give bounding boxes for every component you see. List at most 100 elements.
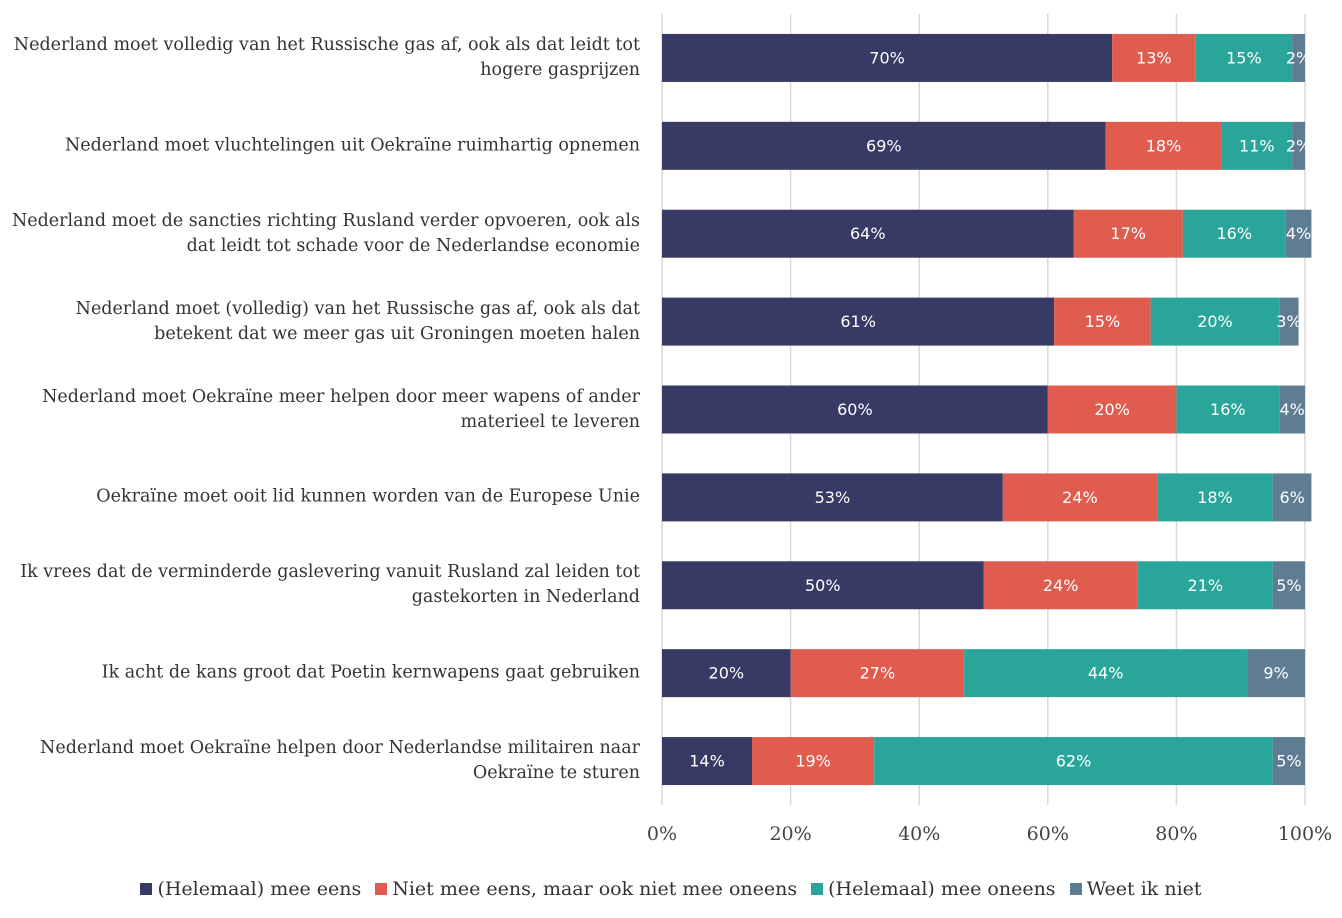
category-label: Nederland moet Oekraïne meer helpen door… <box>42 386 640 432</box>
data-label: 69% <box>866 136 902 155</box>
legend: (Helemaal) mee eens Niet mee eens, maar o… <box>0 878 1342 900</box>
bar-segment <box>1150 297 1280 346</box>
bar-segment <box>1182 209 1286 258</box>
data-label: 18% <box>1146 136 1182 155</box>
legend-label: (Helemaal) mee eens <box>157 878 362 900</box>
legend-label: Weet ik niet <box>1086 878 1202 900</box>
category-label: Nederland moet de sancties richting Rusl… <box>11 210 640 256</box>
data-label: 20% <box>1094 400 1130 419</box>
bar-segment <box>1272 561 1305 610</box>
category-label: Nederland moet volledig van het Russisch… <box>13 34 640 80</box>
data-label: 70% <box>869 48 905 67</box>
bar-segment <box>662 297 1055 346</box>
data-label: 13% <box>1136 48 1172 67</box>
data-label: 16% <box>1210 400 1246 419</box>
data-label: 11% <box>1239 136 1275 155</box>
data-label: 14% <box>689 752 725 771</box>
bar-segment <box>1176 385 1280 434</box>
bar-segment <box>1292 33 1305 82</box>
data-label: 2% <box>1286 48 1311 67</box>
data-label: 19% <box>795 752 831 771</box>
bar-segment <box>1272 473 1312 522</box>
x-tick-label: 20% <box>769 823 811 845</box>
data-label: 50% <box>805 576 841 595</box>
data-label: 5% <box>1276 752 1301 771</box>
data-label: 3% <box>1276 312 1301 331</box>
data-label: 24% <box>1062 488 1098 507</box>
data-label: 20% <box>1197 312 1233 331</box>
bar-segment <box>1112 33 1196 82</box>
bar-segment <box>662 33 1113 82</box>
data-label: 2% <box>1286 136 1311 155</box>
bar-segment <box>1292 121 1305 170</box>
data-label: 60% <box>837 400 873 419</box>
bar-segment <box>662 649 791 698</box>
data-label: 9% <box>1263 664 1288 683</box>
bar-segment <box>662 737 753 786</box>
x-tick-label: 0% <box>647 823 677 845</box>
data-label: 24% <box>1043 576 1079 595</box>
bar-segment <box>1272 737 1305 786</box>
data-label: 17% <box>1110 224 1146 243</box>
data-label: 27% <box>860 664 896 683</box>
bar-segment <box>1279 385 1305 434</box>
legend-swatch <box>1069 883 1082 895</box>
bar-segment <box>662 209 1074 258</box>
bar-segment <box>662 473 1003 522</box>
data-label: 53% <box>815 488 851 507</box>
x-tick-label: 100% <box>1278 823 1332 845</box>
data-label: 4% <box>1286 224 1311 243</box>
data-label: 5% <box>1276 576 1301 595</box>
data-label: 16% <box>1216 224 1252 243</box>
x-tick-label: 60% <box>1027 823 1069 845</box>
data-label: 61% <box>840 312 876 331</box>
bar-segment <box>1221 121 1293 170</box>
bar-segment <box>662 121 1106 170</box>
bar-segment <box>1073 209 1183 258</box>
data-label: 20% <box>709 664 745 683</box>
data-label: 6% <box>1279 488 1304 507</box>
category-label: Nederland moet (volledig) van het Russis… <box>75 298 640 344</box>
bar-segment <box>874 737 1273 786</box>
bar-segment <box>662 561 984 610</box>
category-label: Ik acht de kans groot dat Poetin kernwap… <box>101 662 640 683</box>
bar-segment <box>1285 209 1312 258</box>
bar-segment <box>1247 649 1305 698</box>
bar-segment <box>1157 473 1273 522</box>
data-label: 21% <box>1188 576 1224 595</box>
bar-segment <box>964 649 1248 698</box>
bar-segment <box>790 649 965 698</box>
category-label: Nederland moet vluchtelingen uit Oekraïn… <box>64 135 640 156</box>
data-label: 15% <box>1226 48 1262 67</box>
legend-swatch <box>811 883 824 895</box>
data-label: 15% <box>1085 312 1121 331</box>
bar-segment <box>1047 385 1177 434</box>
legend-item: (Helemaal) mee oneens <box>811 878 1056 900</box>
legend-label: Niet mee eens, maar ook niet mee oneens <box>392 878 798 900</box>
x-tick-label: 40% <box>898 823 940 845</box>
bar-segment <box>1137 561 1273 610</box>
bar-segment <box>1195 33 1293 82</box>
data-label: 44% <box>1088 664 1124 683</box>
bar-segment <box>1279 297 1299 346</box>
legend-label: (Helemaal) mee oneens <box>828 878 1056 900</box>
legend-item: (Helemaal) mee eens <box>140 878 361 900</box>
legend-swatch <box>375 883 388 895</box>
legend-swatch <box>140 883 153 895</box>
legend-item: Niet mee eens, maar ook niet mee oneens <box>375 878 797 900</box>
data-label: 62% <box>1056 752 1092 771</box>
data-label: 18% <box>1197 488 1233 507</box>
bar-segment <box>983 561 1138 610</box>
data-label: 64% <box>850 224 886 243</box>
category-label: Ik vrees dat de verminderde gaslevering … <box>20 562 640 608</box>
bar-segment <box>1002 473 1158 522</box>
category-label: Oekraïne moet ooit lid kunnen worden van… <box>96 486 640 507</box>
legend-item: Weet ik niet <box>1069 878 1202 900</box>
bar-segment <box>1054 297 1151 346</box>
data-label: 4% <box>1279 400 1304 419</box>
x-tick-label: 80% <box>1155 823 1197 845</box>
bar-segment <box>662 385 1048 434</box>
category-label: Nederland moet Oekraïne helpen door Nede… <box>40 738 640 784</box>
